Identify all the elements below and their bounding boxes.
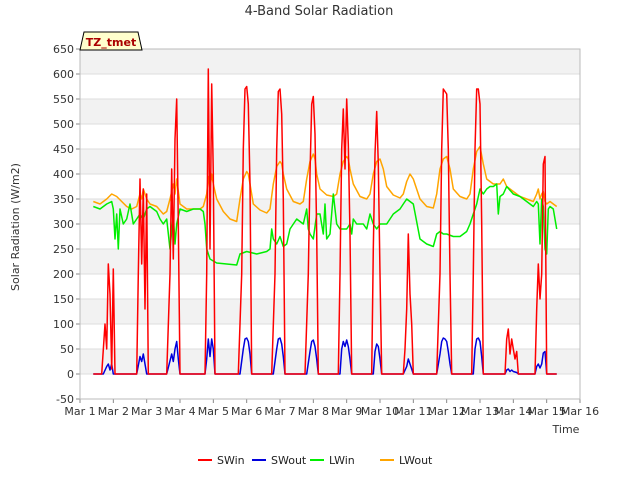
y-tick-label: 100 <box>53 318 74 331</box>
series-line-swin <box>93 68 557 375</box>
y-tick-label: 500 <box>53 118 74 131</box>
series-lines <box>93 68 558 375</box>
x-tick-label: Mar 10 <box>361 405 399 418</box>
legend: SWin SWout LWin LWout <box>198 454 433 467</box>
x-tick-label: Mar 4 <box>164 405 195 418</box>
y-tick-label: 350 <box>53 193 74 206</box>
y-axis-ticks: -50 0 50 100 150 200 250 300 350 400 450 500 550 600 6… <box>53 43 80 406</box>
legend-label-lwout: LWout <box>399 454 433 467</box>
y-tick-label: 0 <box>67 368 74 381</box>
station-label: TZ_tmet <box>86 36 136 49</box>
plot-frame <box>79 48 581 400</box>
legend-label-lwin: LWin <box>329 454 355 467</box>
grid-band <box>80 199 580 224</box>
x-tick-label: Mar 11 <box>394 405 432 418</box>
x-tick-label: Mar 14 <box>494 405 532 418</box>
y-tick-label: 50 <box>60 343 74 356</box>
plot-background <box>80 48 580 400</box>
x-tick-label: Mar 3 <box>131 405 162 418</box>
x-tick-label: Mar 7 <box>264 405 295 418</box>
x-tick-label: Mar 8 <box>298 405 329 418</box>
y-tick-label: 600 <box>53 68 74 81</box>
y-tick-label: 550 <box>53 93 74 106</box>
y-tick-label: 250 <box>53 243 74 256</box>
grid-band <box>80 374 580 399</box>
y-axis-label: Solar Radiation (W/m2) <box>9 163 22 291</box>
x-tick-label: Mar 15 <box>528 405 566 418</box>
station-tag-box <box>79 31 143 51</box>
x-tick-label: Mar 1 <box>64 405 95 418</box>
x-tick-label: Mar 2 <box>98 405 129 418</box>
y-tick-label: 300 <box>53 218 74 231</box>
grid-band <box>80 249 580 274</box>
x-axis-label: Time <box>552 423 580 436</box>
grid-band <box>80 299 580 324</box>
legend-label-swin: SWin <box>217 454 245 467</box>
grid-band <box>80 149 580 174</box>
x-tick-label: Mar 12 <box>428 405 466 418</box>
y-tick-label: -50 <box>56 393 74 406</box>
grid-band <box>80 124 580 149</box>
legend-label-swout: SWout <box>271 454 307 467</box>
y-tick-label: 150 <box>53 293 74 306</box>
x-tick-label: Mar 9 <box>331 405 362 418</box>
chart-title: 4-Band Solar Radiation <box>245 4 394 19</box>
station-tag: TZ_tmet <box>79 31 143 51</box>
y-tick-label: 450 <box>53 143 74 156</box>
grid-band <box>80 349 580 374</box>
x-tick-label: Mar 6 <box>231 405 262 418</box>
x-tick-label: Mar 13 <box>461 405 499 418</box>
x-tick-label: Mar 16 <box>561 405 599 418</box>
x-tick-label: Mar 5 <box>198 405 229 418</box>
grid-band <box>80 274 580 299</box>
grid-band <box>80 324 580 349</box>
x-axis-ticks: Mar 1 Mar 2 Mar 3 Mar 4 Mar 5 Mar 6 Mar 7 Mar 8… <box>64 399 599 418</box>
grid-band <box>80 99 580 124</box>
y-tick-label: 650 <box>53 43 74 56</box>
y-tick-label: 200 <box>53 268 74 281</box>
grid-band <box>80 74 580 99</box>
series-line-lwout <box>93 145 558 223</box>
series-line-lwin <box>93 183 558 266</box>
y-tick-label: 400 <box>53 168 74 181</box>
grid-band <box>80 49 580 74</box>
